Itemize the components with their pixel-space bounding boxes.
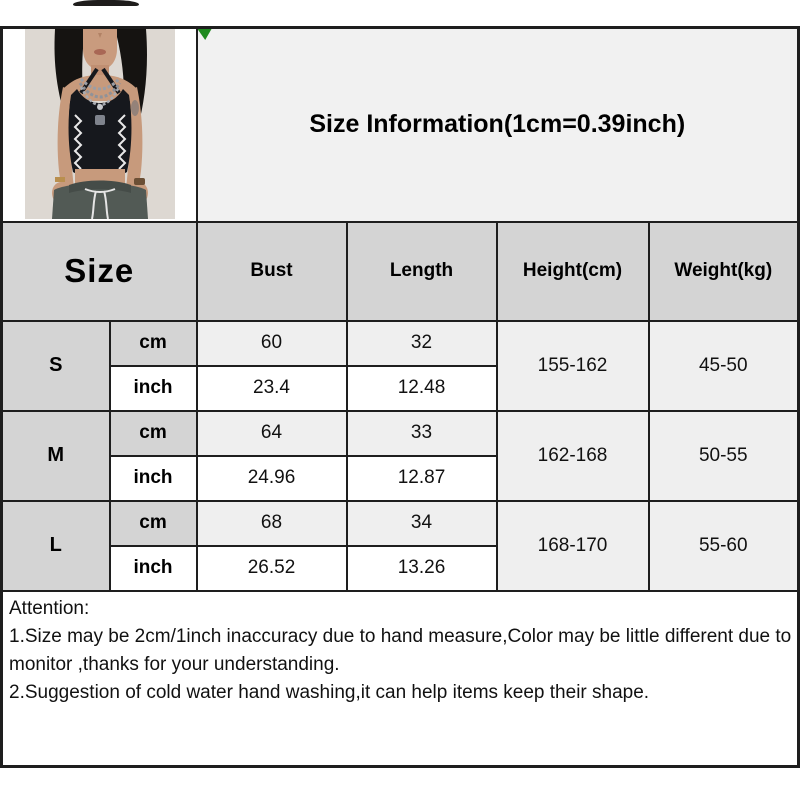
unit-label-cm: cm <box>108 319 198 367</box>
note-item-1: 1.Size may be 2cm/1inch inaccuracy due t… <box>9 625 792 675</box>
l-bust-inch: 26.52 <box>195 544 348 592</box>
nose-shadow <box>98 33 102 38</box>
l-weight: 55-60 <box>647 499 800 592</box>
col-header-bust: Bust <box>195 220 348 322</box>
unit-label-inch: inch <box>108 364 198 412</box>
m-bust-cm: 64 <box>195 409 348 457</box>
drawstring-right <box>103 190 109 219</box>
lips <box>94 49 106 55</box>
waistband <box>69 180 131 193</box>
m-bust-inch: 24.96 <box>195 454 348 502</box>
m-length-inch: 12.87 <box>345 454 498 502</box>
side-lacing-left <box>73 114 83 170</box>
bracelet <box>55 177 65 182</box>
waist-tie <box>84 188 116 193</box>
col-header-size: Size <box>0 220 198 322</box>
s-weight: 45-50 <box>647 319 800 412</box>
header-row: Size Bust Length Height(cm) Weight(kg) <box>0 220 800 322</box>
m-length-cm: 33 <box>345 409 498 457</box>
unit-label-inch: inch <box>108 454 198 502</box>
s-length-inch: 12.48 <box>345 364 498 412</box>
arm-right <box>125 87 143 199</box>
l-height: 168-170 <box>495 499 650 592</box>
page-title: Size Information(1cm=0.39inch) <box>309 110 686 139</box>
tattoo <box>131 100 139 116</box>
col-header-height: Height(cm) <box>495 220 650 322</box>
chest-emblem <box>95 115 105 125</box>
arm-left <box>57 87 75 199</box>
watch <box>134 178 145 185</box>
size-table: Size Information(1cm=0.39inch) Size Bust… <box>0 26 800 768</box>
l-bust-cm: 68 <box>195 499 348 547</box>
size-row-s-cm: S cm 60 32 155-162 45-50 <box>0 319 800 412</box>
size-row-m-inch: inch 24.96 12.87 <box>2 454 799 502</box>
size-row-m-cm: M cm 64 33 162-168 50-55 <box>0 409 800 502</box>
side-lacing-right <box>117 114 127 170</box>
unit-label-cm: cm <box>108 409 198 457</box>
size-label-l: L <box>0 499 111 592</box>
black-top <box>68 89 132 178</box>
m-height: 162-168 <box>495 409 650 502</box>
s-bust-inch: 23.4 <box>195 364 348 412</box>
unit-label-inch: inch <box>108 544 198 592</box>
m-weight: 50-55 <box>647 409 800 502</box>
size-chart-sheet: Size Information(1cm=0.39inch) Size Bust… <box>0 26 800 768</box>
notes-heading: Attention: <box>9 597 90 619</box>
size-row-l-cm: L cm 68 34 168-170 55-60 <box>0 499 800 592</box>
note-item-2: 2.Suggestion of cold water hand washing,… <box>9 681 650 703</box>
halter-strap-right <box>101 67 121 95</box>
green-corner-marker-icon <box>198 29 212 40</box>
notes-row: Attention: 1.Size may be 2cm/1inch inacc… <box>0 589 800 768</box>
size-label-m: M <box>0 409 111 502</box>
l-length-inch: 13.26 <box>345 544 498 592</box>
necklace-1 <box>79 77 121 91</box>
l-length-cm: 34 <box>345 499 498 547</box>
title-cell: Size Information(1cm=0.39inch) <box>195 26 800 223</box>
col-header-weight: Weight(kg) <box>647 220 800 322</box>
necklace-2 <box>78 82 122 99</box>
s-bust-cm: 60 <box>195 319 348 367</box>
size-row-l-inch: inch 26.52 13.26 <box>2 544 799 592</box>
pendant <box>97 104 103 110</box>
size-row-s-inch: inch 23.4 12.48 <box>2 364 799 412</box>
col-header-length: Length <box>345 220 498 322</box>
model-photo-cell <box>0 26 198 223</box>
unit-label-cm: cm <box>108 499 198 547</box>
size-label-s: S <box>0 319 111 412</box>
s-length-cm: 32 <box>345 319 498 367</box>
s-height: 155-162 <box>495 319 650 412</box>
attention-cell: Attention: 1.Size may be 2cm/1inch inacc… <box>0 589 800 768</box>
title-row: Size Information(1cm=0.39inch) <box>0 26 800 223</box>
drawstring-left <box>91 190 97 219</box>
model-photo <box>25 29 175 219</box>
photo-overflow-hair <box>73 0 139 6</box>
pants <box>52 183 148 219</box>
